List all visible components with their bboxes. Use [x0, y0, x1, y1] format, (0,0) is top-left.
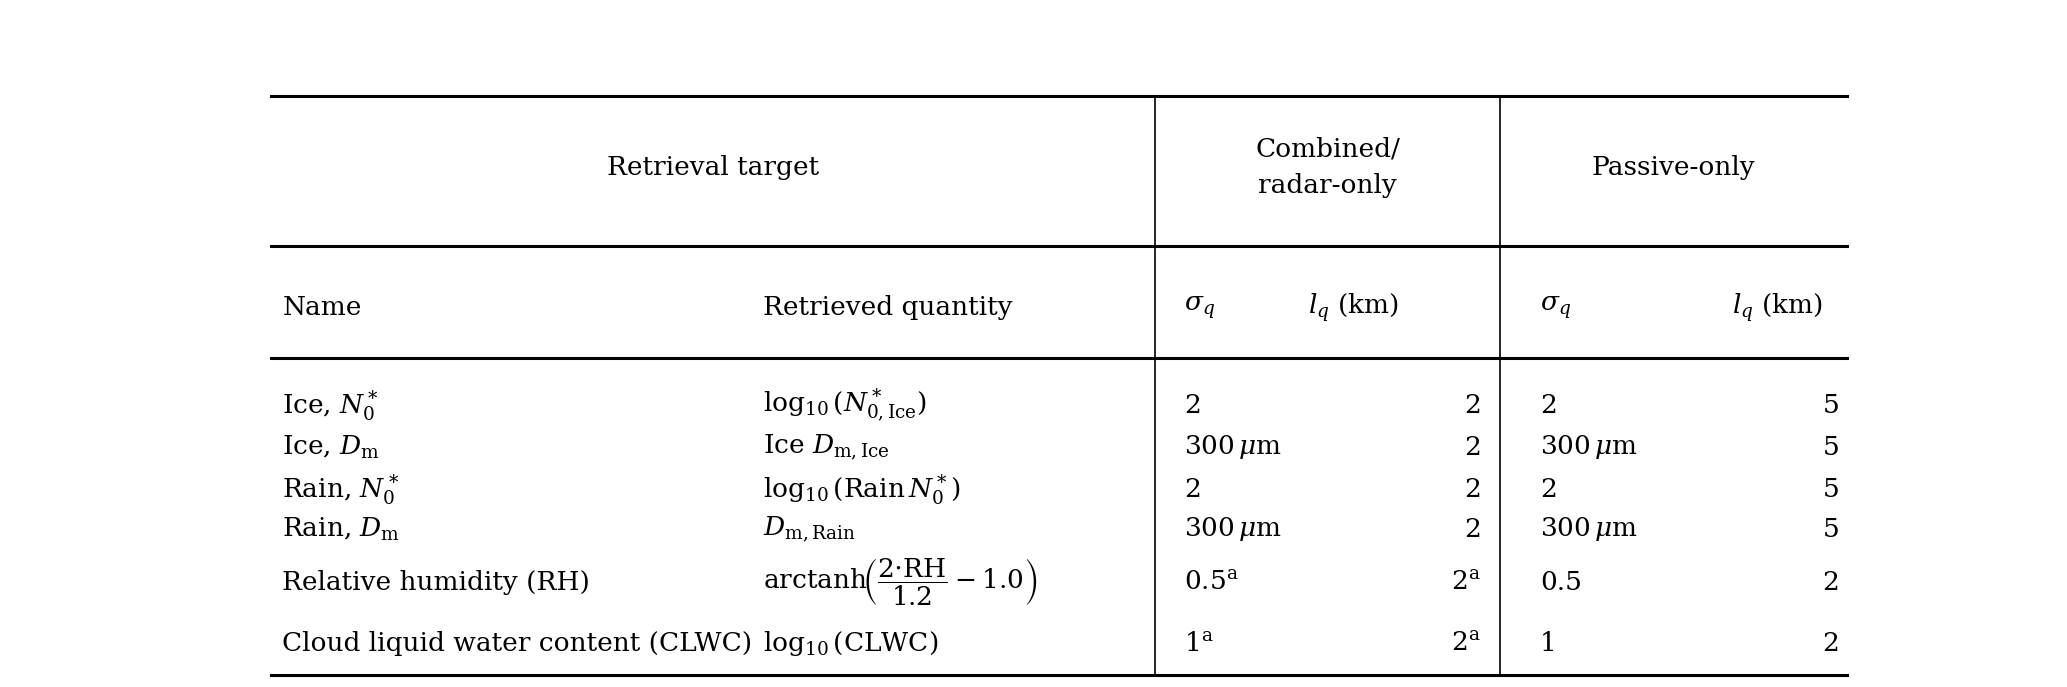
- Text: $1^\mathrm{a}$: $1^\mathrm{a}$: [1184, 631, 1213, 655]
- Text: $l_q\ \mathrm{(km)}$: $l_q\ \mathrm{(km)}$: [1732, 291, 1823, 324]
- Text: 5: 5: [1823, 517, 1840, 542]
- Text: Rain, $N_0^*$: Rain, $N_0^*$: [283, 473, 399, 507]
- Text: 2: 2: [1540, 393, 1556, 418]
- Text: $\log_{10}(N_{0,\mathrm{Ice}}^*)$: $\log_{10}(N_{0,\mathrm{Ice}}^*)$: [763, 387, 926, 424]
- Text: $\log_{10}(\mathrm{Rain}\,N_0^*)$: $\log_{10}(\mathrm{Rain}\,N_0^*)$: [763, 473, 961, 507]
- Text: $D_{\mathrm{m,Rain}}$: $D_{\mathrm{m,Rain}}$: [763, 515, 856, 544]
- Text: $300\,\mu\mathrm{m}$: $300\,\mu\mathrm{m}$: [1184, 515, 1282, 543]
- Text: $300\,\mu\mathrm{m}$: $300\,\mu\mathrm{m}$: [1184, 433, 1282, 462]
- Text: 2: 2: [1184, 393, 1201, 418]
- Text: Rain, $D_\mathrm{m}$: Rain, $D_\mathrm{m}$: [283, 516, 401, 543]
- Text: 1: 1: [1540, 631, 1556, 655]
- Text: Ice $D_{\mathrm{m,Ice}}$: Ice $D_{\mathrm{m,Ice}}$: [763, 433, 889, 462]
- Text: 2: 2: [1463, 517, 1480, 542]
- Text: Relative humidity (RH): Relative humidity (RH): [283, 570, 591, 595]
- Text: 2: 2: [1463, 477, 1480, 502]
- Text: 2: 2: [1463, 393, 1480, 418]
- Text: $\mathrm{arctanh}\!\left(\dfrac{2{\cdot}\mathrm{RH}}{1.2} - 1.0\right)$: $\mathrm{arctanh}\!\left(\dfrac{2{\cdot}…: [763, 556, 1038, 608]
- Text: $2^\mathrm{a}$: $2^\mathrm{a}$: [1451, 570, 1480, 595]
- Text: $300\,\mu\mathrm{m}$: $300\,\mu\mathrm{m}$: [1540, 433, 1637, 462]
- Text: $0.5^\mathrm{a}$: $0.5^\mathrm{a}$: [1184, 570, 1238, 595]
- Text: Retrieval target: Retrieval target: [608, 155, 819, 179]
- Text: Ice, $D_\mathrm{m}$: Ice, $D_\mathrm{m}$: [283, 434, 380, 461]
- Text: 5: 5: [1823, 435, 1840, 460]
- Text: 5: 5: [1823, 393, 1840, 418]
- Text: 2: 2: [1184, 477, 1201, 502]
- Text: Name: Name: [283, 295, 362, 319]
- Text: Cloud liquid water content (CLWC): Cloud liquid water content (CLWC): [283, 631, 752, 655]
- Text: $\log_{10}(\mathrm{CLWC})$: $\log_{10}(\mathrm{CLWC})$: [763, 629, 938, 657]
- Text: 0.5: 0.5: [1540, 570, 1581, 595]
- Text: $300\,\mu\mathrm{m}$: $300\,\mu\mathrm{m}$: [1540, 515, 1637, 543]
- Text: Ice, $N_0^*$: Ice, $N_0^*$: [283, 387, 380, 423]
- Text: $\sigma_q$: $\sigma_q$: [1184, 294, 1215, 321]
- Text: 5: 5: [1823, 477, 1840, 502]
- Text: 2: 2: [1823, 570, 1840, 595]
- Text: Passive-only: Passive-only: [1592, 155, 1755, 179]
- Text: 2: 2: [1540, 477, 1556, 502]
- Text: Retrieved quantity: Retrieved quantity: [763, 295, 1013, 319]
- Text: 2: 2: [1823, 631, 1840, 655]
- Text: $l_q\ \mathrm{(km)}$: $l_q\ \mathrm{(km)}$: [1308, 291, 1399, 324]
- Text: $2^\mathrm{a}$: $2^\mathrm{a}$: [1451, 631, 1480, 655]
- Text: Combined/
radar-only: Combined/ radar-only: [1255, 136, 1399, 198]
- Text: 2: 2: [1463, 435, 1480, 460]
- Text: $\sigma_q$: $\sigma_q$: [1540, 294, 1571, 321]
